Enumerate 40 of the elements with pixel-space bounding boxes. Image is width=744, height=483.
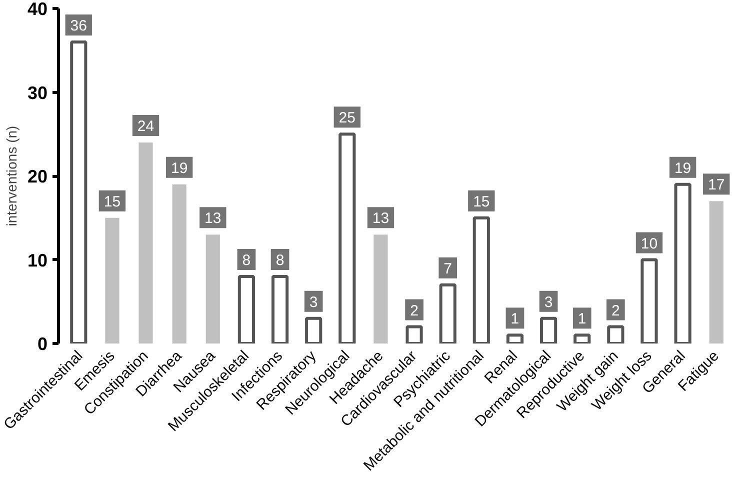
bar (70, 40, 88, 344)
bar (472, 216, 490, 344)
data-label: 8 (276, 252, 284, 269)
bar (540, 316, 558, 344)
y-tick-label: 0 (37, 334, 48, 354)
data-label: 15 (104, 193, 121, 210)
bar (574, 334, 591, 344)
data-label: 13 (372, 210, 390, 228)
data-label: 19 (170, 160, 188, 177)
data-label: 10 (640, 235, 658, 252)
data-label: 1 (578, 310, 586, 328)
bar (338, 132, 356, 344)
bar (439, 283, 456, 344)
data-label: 17 (708, 176, 725, 194)
bar (640, 258, 658, 344)
data-label: 3 (309, 294, 318, 311)
data-label: 15 (473, 193, 490, 210)
y-tick-label: 30 (27, 82, 48, 103)
data-label: 24 (137, 118, 154, 135)
bar (674, 182, 692, 344)
bar (406, 325, 423, 344)
data-label: 3 (544, 294, 553, 311)
y-axis-title: interventions (n) (3, 126, 20, 226)
data-label: 25 (338, 110, 356, 127)
data-label: 8 (242, 252, 251, 269)
bar (238, 275, 256, 344)
bar (607, 325, 624, 344)
data-label: 36 (70, 18, 87, 34)
data-label: 1 (510, 310, 520, 328)
data-label: 2 (410, 302, 418, 320)
data-label: 13 (204, 210, 222, 228)
data-label: 19 (674, 160, 692, 177)
bar (305, 316, 322, 344)
data-label: 7 (444, 260, 452, 278)
y-tick-label: 20 (27, 166, 48, 186)
bar (271, 275, 289, 344)
y-tick-label: 40 (27, 0, 48, 19)
y-tick-label: 10 (27, 250, 48, 270)
data-label: 2 (611, 302, 620, 320)
bar (506, 334, 524, 344)
